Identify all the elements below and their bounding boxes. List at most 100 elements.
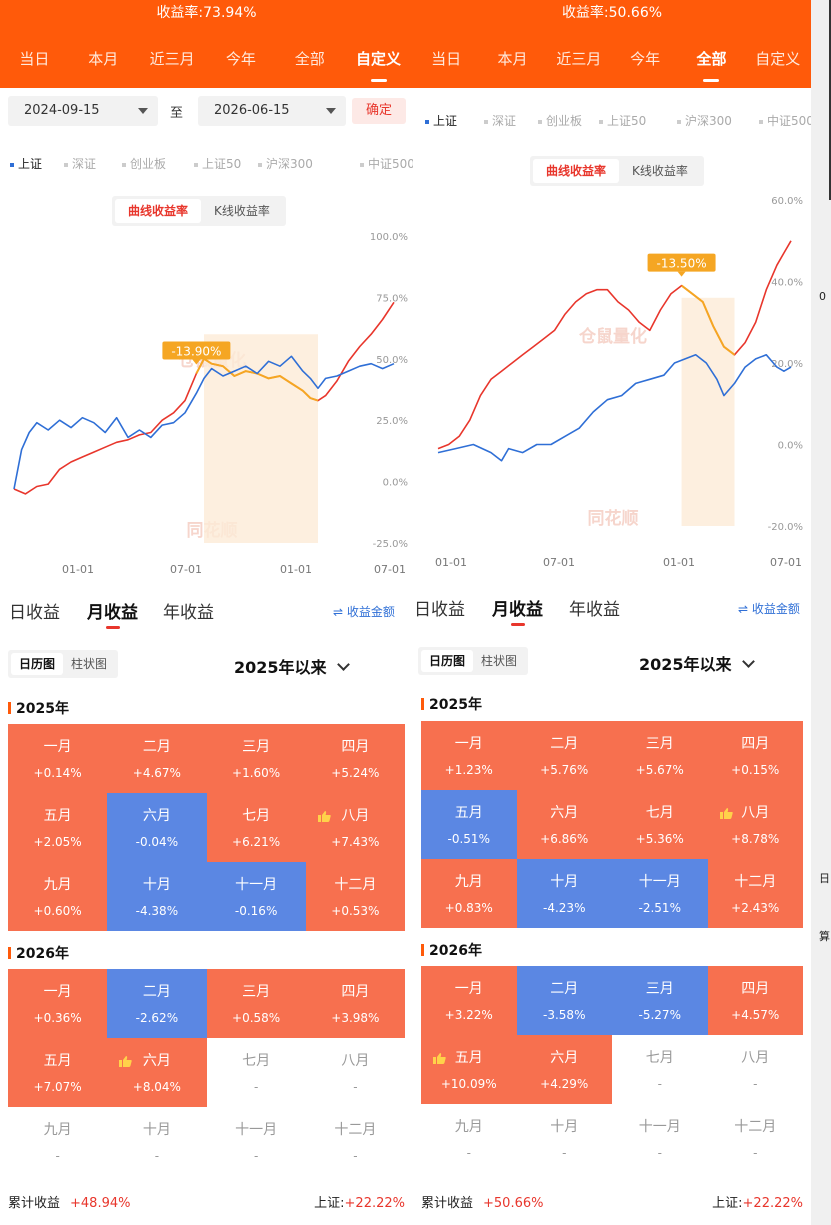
confirm-button[interactable]: 确定 bbox=[352, 98, 406, 124]
month-cell[interactable]: 十月 - bbox=[107, 1107, 207, 1176]
legend-item[interactable]: 创业板 bbox=[122, 155, 166, 172]
month-cell[interactable]: 四月 +5.24% bbox=[305, 724, 405, 793]
month-cell[interactable]: 三月 -5.27% bbox=[612, 966, 708, 1035]
month-cell[interactable]: 七月 +6.21% bbox=[206, 793, 306, 862]
month-cell[interactable]: 五月 +7.07% bbox=[8, 1038, 108, 1107]
month-cell[interactable]: 二月 +5.76% bbox=[516, 721, 612, 790]
month-name: 三月 bbox=[242, 984, 271, 1000]
month-cell[interactable]: 二月 -3.58% bbox=[516, 966, 612, 1035]
month-cell[interactable]: 七月 - bbox=[612, 1035, 708, 1104]
month-cell[interactable]: 十一月 -2.51% bbox=[612, 859, 708, 928]
month-return: +0.53% bbox=[331, 904, 380, 918]
returns-tab[interactable]: 月收益 bbox=[492, 595, 543, 626]
month-cell[interactable]: 八月 +7.43% bbox=[305, 793, 405, 862]
month-cell[interactable]: 八月 - bbox=[305, 1038, 405, 1107]
month-cell[interactable]: 三月 +5.67% bbox=[612, 721, 708, 790]
month-cell[interactable]: 七月 +5.36% bbox=[612, 790, 708, 859]
returns-tab[interactable]: 年收益 bbox=[163, 603, 214, 623]
chart-mode-option[interactable]: K线收益率 bbox=[632, 164, 688, 178]
legend-item[interactable]: 上证50 bbox=[599, 112, 646, 129]
month-cell[interactable]: 一月 +0.36% bbox=[8, 969, 108, 1038]
y-tick-label: -25.0% bbox=[373, 539, 408, 550]
month-cell[interactable]: 四月 +3.98% bbox=[305, 969, 405, 1038]
month-cell[interactable]: 三月 +1.60% bbox=[206, 724, 306, 793]
view-option[interactable]: 日历图 bbox=[11, 653, 64, 675]
chart-mode-option[interactable]: K线收益率 bbox=[214, 204, 270, 218]
tab-period[interactable]: 今年 bbox=[630, 50, 661, 68]
month-cell[interactable]: 六月 -0.04% bbox=[107, 793, 207, 862]
returns-tab[interactable]: 月收益 bbox=[87, 598, 138, 629]
end-date-select[interactable]: 2026-06-15 bbox=[198, 96, 346, 126]
legend-item[interactable]: 沪深300 bbox=[677, 112, 732, 129]
month-name: 十一月 bbox=[638, 1119, 681, 1135]
returns-tab[interactable]: 日收益 bbox=[9, 603, 60, 623]
tab-period[interactable]: 今年 bbox=[225, 50, 256, 68]
tab-period[interactable]: 本月 bbox=[88, 50, 119, 68]
legend-item[interactable]: 上证 bbox=[10, 155, 42, 172]
tab-period[interactable]: 自定义 bbox=[344, 48, 413, 82]
view-option[interactable]: 日历图 bbox=[421, 650, 474, 672]
month-cell[interactable]: 十一月 -0.16% bbox=[206, 862, 306, 931]
month-cell[interactable]: 四月 +0.15% bbox=[707, 721, 803, 790]
month-cell[interactable]: 二月 -2.62% bbox=[107, 969, 207, 1038]
month-cell[interactable]: 四月 +4.57% bbox=[707, 966, 803, 1035]
month-cell[interactable]: 九月 - bbox=[8, 1107, 108, 1176]
month-cell[interactable]: 七月 - bbox=[206, 1038, 306, 1107]
month-cell[interactable]: 十月 -4.38% bbox=[107, 862, 207, 931]
since-select[interactable]: 2025年以来 bbox=[234, 654, 350, 678]
month-cell[interactable]: 一月 +3.22% bbox=[421, 966, 517, 1035]
month-cell[interactable]: 五月 -0.51% bbox=[421, 790, 517, 859]
tab-period[interactable]: 全部 bbox=[294, 50, 325, 68]
legend-item[interactable]: 上证 bbox=[425, 112, 457, 129]
legend-item[interactable]: 中证500 bbox=[759, 112, 811, 129]
month-cell[interactable]: 九月 +0.60% bbox=[8, 862, 108, 931]
month-cell[interactable]: 六月 +6.86% bbox=[516, 790, 612, 859]
month-cell[interactable]: 十二月 - bbox=[707, 1104, 803, 1173]
month-cell[interactable]: 八月 - bbox=[707, 1035, 803, 1104]
month-cell[interactable]: 一月 +1.23% bbox=[421, 721, 517, 790]
legend-item[interactable]: 深证 bbox=[484, 112, 516, 129]
month-cell[interactable]: 十二月 +0.53% bbox=[305, 862, 405, 931]
month-cell[interactable]: 九月 +0.83% bbox=[421, 859, 517, 928]
tab-period[interactable]: 近三月 bbox=[149, 50, 195, 68]
returns-tab[interactable]: 日收益 bbox=[414, 600, 465, 620]
month-cell[interactable]: 十二月 - bbox=[305, 1107, 405, 1176]
legend-item[interactable]: 上证50 bbox=[194, 155, 241, 172]
chart-mode-option[interactable]: 曲线收益率 bbox=[115, 199, 202, 223]
month-cell[interactable]: 十一月 - bbox=[206, 1107, 306, 1176]
returns-tab[interactable]: 年收益 bbox=[569, 600, 620, 620]
month-cell[interactable]: 六月 +8.04% bbox=[107, 1038, 207, 1107]
month-return: +1.60% bbox=[232, 766, 281, 780]
month-cell[interactable]: 八月 +8.78% bbox=[707, 790, 803, 859]
month-cell[interactable]: 五月 +10.09% bbox=[421, 1035, 517, 1104]
legend-item[interactable]: 创业板 bbox=[538, 112, 582, 129]
month-cell[interactable]: 三月 +0.58% bbox=[206, 969, 306, 1038]
month-cell[interactable]: 十月 - bbox=[516, 1104, 612, 1173]
month-cell[interactable]: 五月 +2.05% bbox=[8, 793, 108, 862]
tab-period[interactable]: 当日 bbox=[19, 50, 50, 68]
month-name: 九月 bbox=[43, 1122, 72, 1138]
month-cell[interactable]: 一月 +0.14% bbox=[8, 724, 108, 793]
month-cell[interactable]: 十月 -4.23% bbox=[516, 859, 612, 928]
month-cell[interactable]: 九月 - bbox=[421, 1104, 517, 1173]
month-cell[interactable]: 十一月 - bbox=[612, 1104, 708, 1173]
tab-period[interactable]: 自定义 bbox=[755, 50, 801, 68]
month-cell[interactable]: 二月 +4.67% bbox=[107, 724, 207, 793]
view-option[interactable]: 柱状图 bbox=[71, 657, 108, 671]
view-option[interactable]: 柱状图 bbox=[481, 654, 518, 668]
start-date-select[interactable]: 2024-09-15 bbox=[8, 96, 158, 126]
tab-period[interactable]: 全部 bbox=[678, 48, 744, 82]
tab-period[interactable]: 本月 bbox=[497, 50, 528, 68]
month-cell[interactable]: 十二月 +2.43% bbox=[707, 859, 803, 928]
legend-item[interactable]: 中证500 bbox=[360, 155, 413, 172]
legend-item[interactable]: 沪深300 bbox=[258, 155, 313, 172]
tab-period[interactable]: 近三月 bbox=[556, 50, 602, 68]
legend-item[interactable]: 深证 bbox=[64, 155, 96, 172]
since-select[interactable]: 2025年以来 bbox=[639, 651, 755, 675]
month-cell[interactable]: 六月 +4.29% bbox=[516, 1035, 612, 1104]
month-name: 七月 bbox=[645, 1050, 674, 1066]
tab-period[interactable]: 当日 bbox=[431, 50, 462, 68]
chart-mode-option[interactable]: 曲线收益率 bbox=[533, 159, 620, 183]
amount-toggle-link[interactable]: ⇌ 收益金额 bbox=[333, 605, 395, 619]
amount-toggle-link[interactable]: ⇌ 收益金额 bbox=[738, 602, 800, 616]
